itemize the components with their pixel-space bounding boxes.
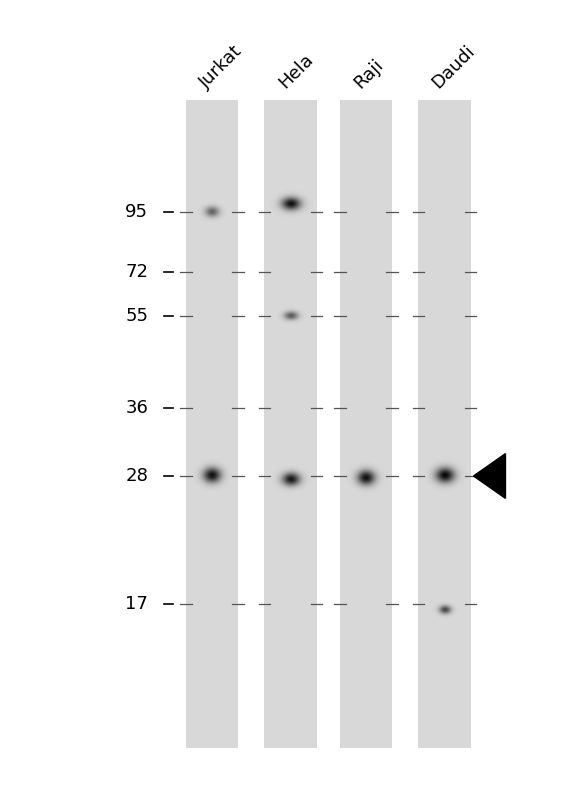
Bar: [340, 100, 392, 748]
Text: Daudi: Daudi: [429, 42, 479, 92]
Text: Jurkat: Jurkat: [196, 42, 246, 92]
Text: Hela: Hela: [275, 50, 317, 92]
Text: 28: 28: [125, 467, 148, 485]
Bar: [186, 100, 238, 748]
Polygon shape: [474, 454, 505, 498]
Text: 95: 95: [125, 203, 148, 221]
Bar: [418, 100, 471, 748]
Text: 72: 72: [125, 263, 148, 281]
Text: Raji: Raji: [350, 55, 387, 92]
Text: 55: 55: [125, 307, 148, 325]
Bar: [264, 100, 317, 748]
Text: 36: 36: [125, 399, 148, 417]
Text: 17: 17: [125, 595, 148, 613]
